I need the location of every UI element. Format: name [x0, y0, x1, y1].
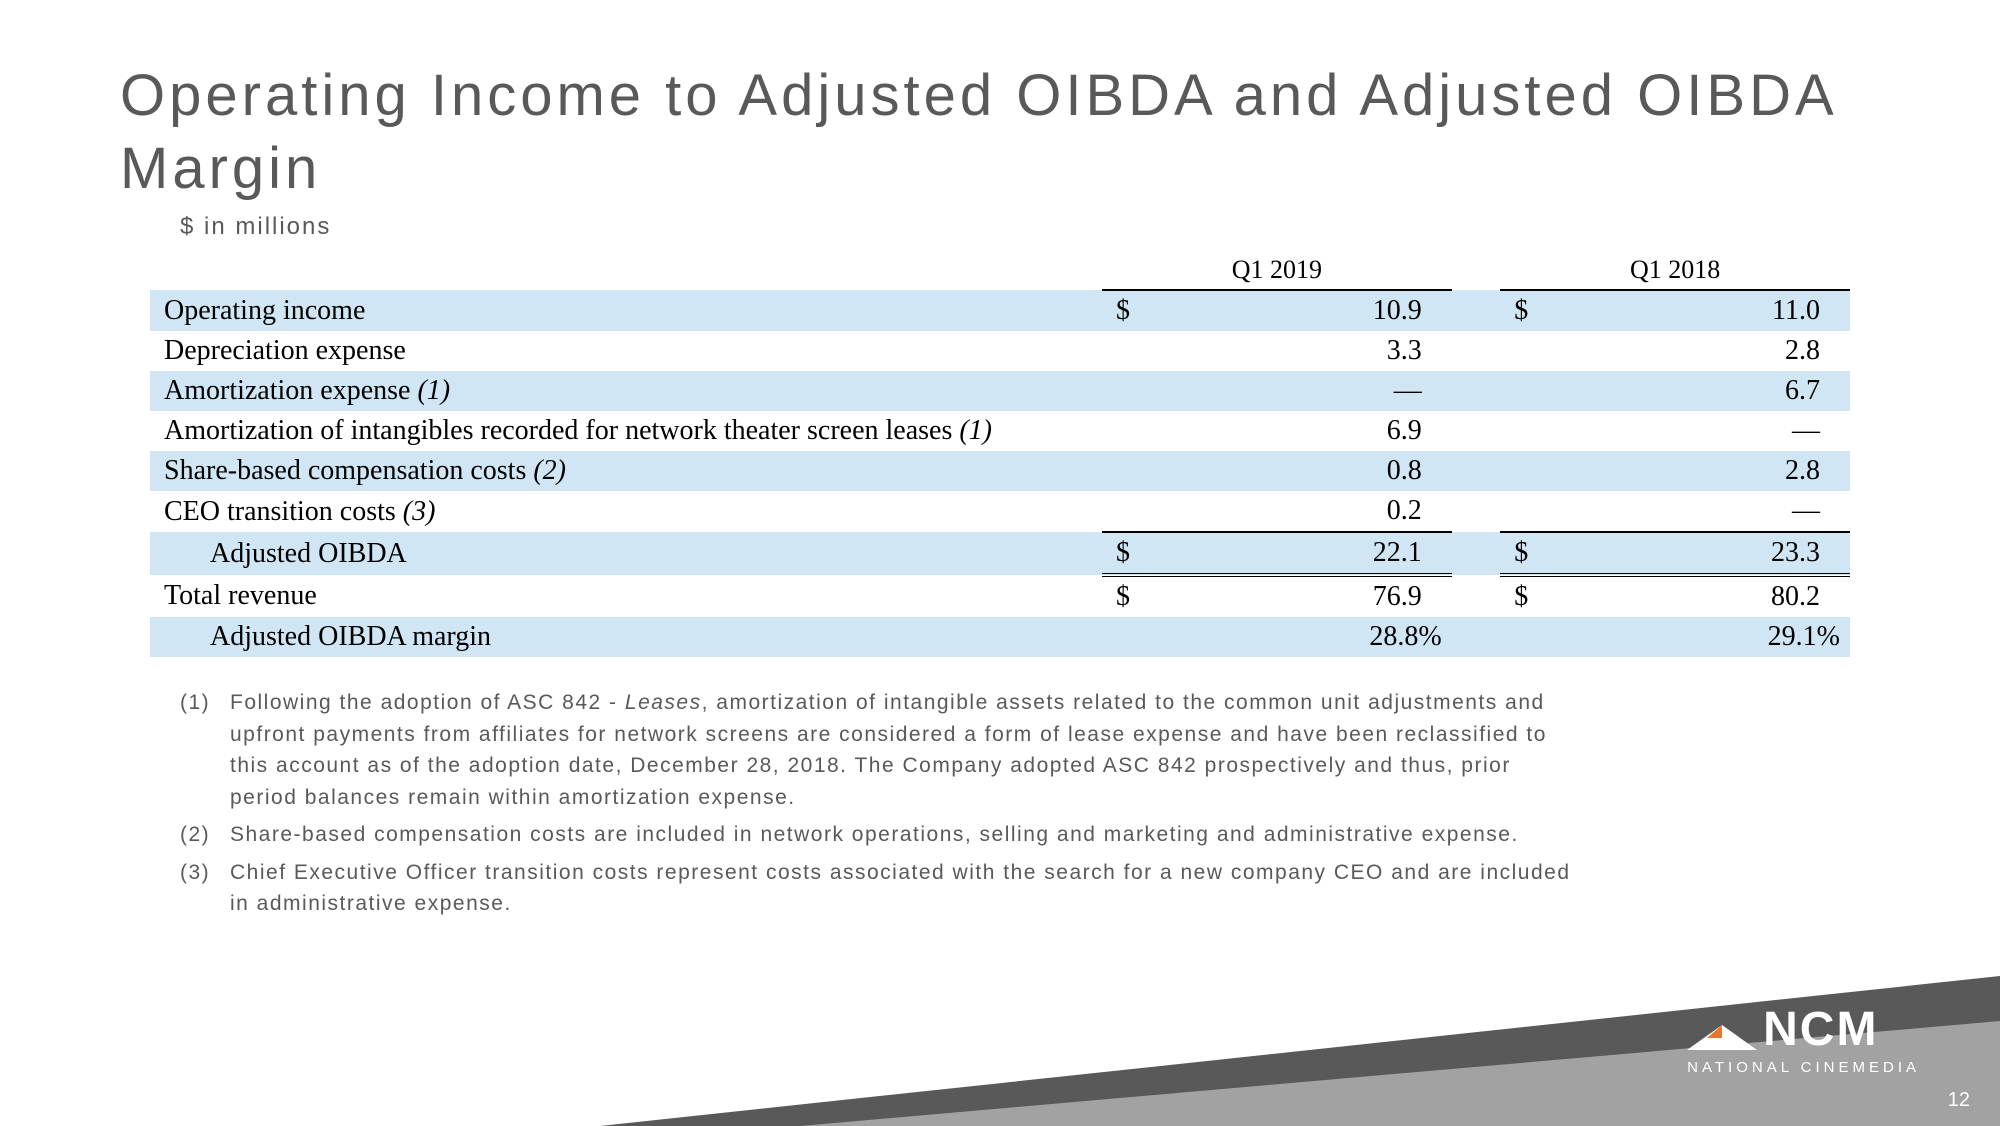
cell-value: 28.8% [1175, 617, 1452, 657]
currency-symbol [1500, 617, 1573, 657]
table-row: Operating income$10.9$11.0 [150, 290, 1850, 331]
currency-symbol [1500, 371, 1573, 411]
footnote-number: (2) [180, 819, 230, 851]
footnote-text: Share-based compensation costs are inclu… [230, 819, 1580, 851]
currency-symbol [1102, 411, 1175, 451]
currency-symbol [1102, 371, 1175, 411]
currency-symbol [1102, 451, 1175, 491]
cell-value: — [1175, 371, 1452, 411]
row-label: Operating income [150, 290, 1102, 331]
row-label: Adjusted OIBDA [150, 532, 1102, 575]
table-header-row: Q1 2019 Q1 2018 [150, 251, 1850, 290]
table-row: Depreciation expense 3.3 2.8 [150, 331, 1850, 371]
currency-symbol [1500, 491, 1573, 532]
currency-symbol: $ [1500, 290, 1573, 331]
currency-symbol [1102, 331, 1175, 371]
footnote-text: Chief Executive Officer transition costs… [230, 857, 1580, 920]
row-label: Share-based compensation costs (2) [150, 451, 1102, 491]
slide: Operating Income to Adjusted OIBDA and A… [0, 0, 2000, 1126]
currency-symbol: $ [1102, 532, 1175, 575]
col-header-2: Q1 2018 [1500, 251, 1850, 290]
currency-symbol [1500, 451, 1573, 491]
cell-value: 0.2 [1175, 491, 1452, 532]
logo-mark-icon [1687, 1010, 1757, 1050]
cell-value: 6.9 [1175, 411, 1452, 451]
ncm-logo: NCM NATIONAL CINEMEDIA [1687, 1002, 1920, 1076]
cell-value: 29.1% [1573, 617, 1850, 657]
col-header-1: Q1 2019 [1102, 251, 1452, 290]
table-row: Total revenue$76.9$80.2 [150, 575, 1850, 617]
row-label: Depreciation expense [150, 331, 1102, 371]
subtitle: $ in millions [180, 213, 1880, 241]
cell-value: 11.0 [1573, 290, 1850, 331]
cell-value: 80.2 [1573, 575, 1850, 617]
cell-value: 23.3 [1573, 532, 1850, 575]
reconciliation-table: Q1 2019 Q1 2018 Operating income$10.9$11… [150, 251, 1850, 657]
page-title: Operating Income to Adjusted OIBDA and A… [120, 60, 1880, 205]
footnotes: (1)Following the adoption of ASC 842 - L… [180, 687, 1580, 920]
currency-symbol [1102, 617, 1175, 657]
cell-value: — [1573, 411, 1850, 451]
table-row: CEO transition costs (3) 0.2 — [150, 491, 1850, 532]
currency-symbol [1500, 331, 1573, 371]
currency-symbol: $ [1500, 575, 1573, 617]
cell-value: 2.8 [1573, 331, 1850, 371]
row-label: CEO transition costs (3) [150, 491, 1102, 532]
currency-symbol: $ [1102, 575, 1175, 617]
currency-symbol: $ [1102, 290, 1175, 331]
cell-value: 0.8 [1175, 451, 1452, 491]
row-label: Total revenue [150, 575, 1102, 617]
footnote: (1)Following the adoption of ASC 842 - L… [180, 687, 1580, 813]
row-label: Amortization expense (1) [150, 371, 1102, 411]
footnote-number: (1) [180, 687, 230, 813]
table-row: Amortization expense (1) — 6.7 [150, 371, 1850, 411]
cell-value: — [1573, 491, 1850, 532]
row-label: Adjusted OIBDA margin [150, 617, 1102, 657]
cell-value: 10.9 [1175, 290, 1452, 331]
row-label: Amortization of intangibles recorded for… [150, 411, 1102, 451]
table-row: Adjusted OIBDA margin 28.8% 29.1% [150, 617, 1850, 657]
currency-symbol: $ [1500, 532, 1573, 575]
logo-text: NCM [1763, 1002, 1878, 1057]
cell-value: 6.7 [1573, 371, 1850, 411]
footnote-number: (3) [180, 857, 230, 920]
table-row: Adjusted OIBDA$22.1$23.3 [150, 532, 1850, 575]
footnote-text: Following the adoption of ASC 842 - Leas… [230, 687, 1580, 813]
currency-symbol [1500, 411, 1573, 451]
cell-value: 2.8 [1573, 451, 1850, 491]
table-row: Amortization of intangibles recorded for… [150, 411, 1850, 451]
logo-subtext: NATIONAL CINEMEDIA [1687, 1059, 1920, 1076]
cell-value: 3.3 [1175, 331, 1452, 371]
cell-value: 22.1 [1175, 532, 1452, 575]
footnote: (2)Share-based compensation costs are in… [180, 819, 1580, 851]
cell-value: 76.9 [1175, 575, 1452, 617]
table-row: Share-based compensation costs (2) 0.8 2.8 [150, 451, 1850, 491]
page-number: 12 [1948, 1089, 1970, 1112]
currency-symbol [1102, 491, 1175, 532]
footnote: (3)Chief Executive Officer transition co… [180, 857, 1580, 920]
